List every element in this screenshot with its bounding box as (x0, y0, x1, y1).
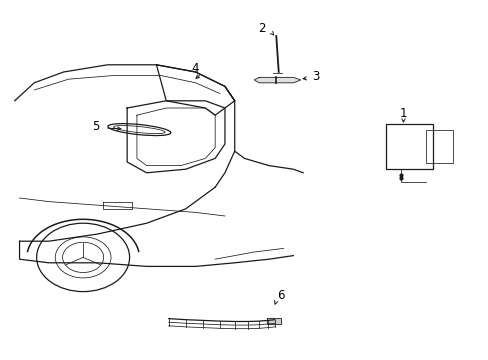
Text: 5: 5 (91, 120, 99, 132)
Text: 6: 6 (277, 289, 285, 302)
Text: 3: 3 (311, 70, 319, 83)
Text: 1: 1 (399, 107, 407, 120)
Polygon shape (254, 77, 300, 83)
Bar (426, 130, 452, 163)
Bar (386, 124, 432, 169)
Polygon shape (266, 318, 281, 324)
Text: 4: 4 (191, 62, 199, 75)
Text: 2: 2 (257, 22, 265, 35)
